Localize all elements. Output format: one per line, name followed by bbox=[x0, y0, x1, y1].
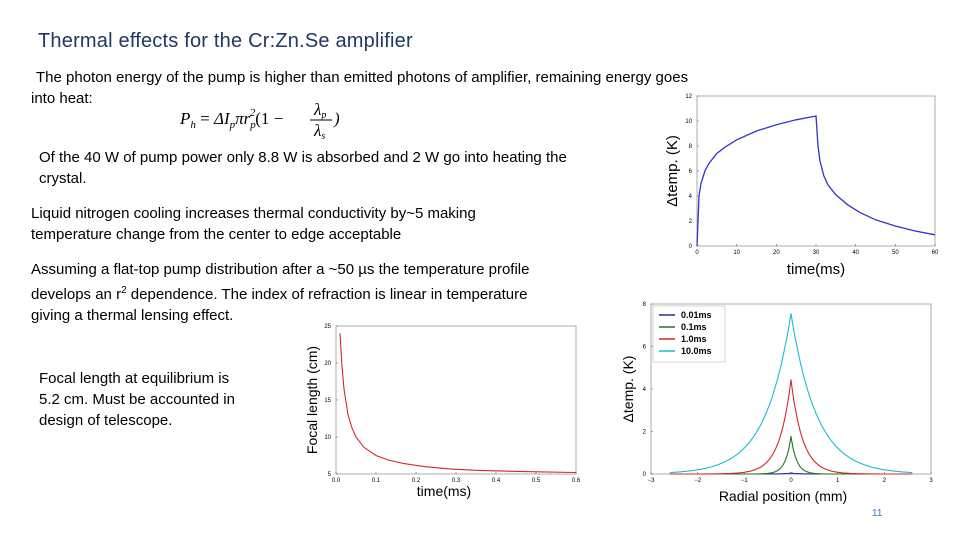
x-tick-label: 10 bbox=[733, 250, 740, 256]
profile-series-line bbox=[669, 313, 913, 474]
y-tick-label: 4 bbox=[689, 194, 693, 200]
heat-power-formula: Ph = ΔIpπrp2(1 − λp λs ) bbox=[179, 100, 340, 140]
x-tick-label: 0.0 bbox=[332, 478, 341, 484]
x-axis-label: Radial position (mm) bbox=[719, 488, 847, 504]
slide-title: Thermal effects for the Cr:Zn.Se amplifi… bbox=[38, 30, 413, 52]
temperature-time-chart: 0 10 20 30 40 50 60 0 2 4 6 8 10 12 time(ms) Δtemp. (K) bbox=[664, 94, 939, 278]
x-tick-label: 3 bbox=[929, 478, 933, 484]
paragraph-thermal-lens: Assuming a flat-top pump distribution af… bbox=[31, 259, 530, 326]
formula-numerator: λp bbox=[313, 100, 326, 121]
x-tick-label: 20 bbox=[773, 250, 780, 256]
y-tick-label: 2 bbox=[643, 430, 647, 436]
plot-frame bbox=[335, 325, 577, 475]
x-axis-label: time(ms) bbox=[787, 261, 845, 278]
x-tick-label: 50 bbox=[892, 250, 899, 256]
temperature-series-line bbox=[696, 115, 936, 247]
x-tick-label: −3 bbox=[648, 478, 656, 484]
x-tick-label: 0.3 bbox=[452, 478, 461, 484]
legend-label: 0.01ms bbox=[681, 310, 712, 320]
y-tick-label: 6 bbox=[643, 345, 647, 351]
paragraph-line: Assuming a flat-top pump distribution af… bbox=[31, 261, 530, 278]
y-tick-label: 0 bbox=[689, 244, 693, 250]
focal-length-chart: 0.0 0.1 0.2 0.3 0.4 0.5 0.6 5 10 15 20 25 time(ms) Fo… bbox=[304, 324, 581, 499]
y-tick-label: 6 bbox=[689, 169, 693, 175]
y-tick-label: 2 bbox=[689, 219, 693, 225]
formula-close-paren: ) bbox=[333, 109, 340, 128]
x-tick-label: 2 bbox=[883, 478, 887, 484]
x-tick-label: 0.4 bbox=[492, 478, 501, 484]
legend-label: 0.1ms bbox=[681, 322, 707, 332]
paragraph-focal-length: Focal length at equilibrium is 5.2 cm. M… bbox=[39, 368, 235, 431]
y-tick-label: 25 bbox=[324, 324, 331, 330]
paragraph-line: The photon energy of the pump is higher … bbox=[36, 69, 689, 86]
paragraph-line: develops an r2 dependence. The index of … bbox=[31, 280, 530, 305]
paragraph-line: design of telescope. bbox=[39, 412, 173, 429]
paragraph-line: giving a thermal lensing effect. bbox=[31, 307, 234, 324]
x-tick-label: 40 bbox=[852, 250, 859, 256]
legend-label: 1.0ms bbox=[681, 334, 707, 344]
paragraph-pump-power: Of the 40 W of pump power only 8.8 W is … bbox=[39, 147, 567, 189]
paragraph-line: Focal length at equilibrium is bbox=[39, 370, 230, 387]
paragraph-line: into heat: bbox=[31, 90, 93, 107]
x-tick-label: 1 bbox=[836, 478, 840, 484]
x-tick-label: 0 bbox=[789, 478, 793, 484]
x-axis-label: time(ms) bbox=[417, 483, 471, 499]
formula-lhs: Ph = ΔIpπrp2(1 − bbox=[179, 107, 283, 131]
x-tick-label: 0.1 bbox=[372, 478, 381, 484]
paragraph-line: Liquid nitrogen cooling increases therma… bbox=[31, 205, 476, 222]
paragraph-cooling: Liquid nitrogen cooling increases therma… bbox=[31, 203, 476, 245]
text-fragment: develops an r bbox=[31, 286, 122, 303]
y-tick-label: 4 bbox=[643, 387, 647, 393]
paragraph-line: 5.2 cm. Must be accounted in bbox=[39, 391, 235, 408]
paragraph-line: temperature change from the center to ed… bbox=[31, 226, 402, 243]
y-tick-label: 8 bbox=[689, 144, 693, 150]
x-tick-label: 0 bbox=[695, 250, 699, 256]
focal-length-series-line bbox=[339, 333, 577, 474]
y-tick-label: 15 bbox=[324, 398, 331, 404]
y-tick-label: 0 bbox=[643, 472, 647, 478]
x-tick-label: 60 bbox=[932, 250, 939, 256]
formula-denominator: λs bbox=[313, 121, 325, 140]
page-number: 11 bbox=[872, 508, 883, 519]
superscript: 2 bbox=[121, 285, 127, 296]
y-tick-label: 10 bbox=[324, 435, 331, 441]
y-tick-label: 12 bbox=[685, 94, 692, 100]
text-fragment: dependence. The index of refraction is l… bbox=[126, 286, 528, 303]
legend-label: 10.0ms bbox=[681, 346, 712, 356]
x-tick-label: 0.6 bbox=[572, 478, 581, 484]
profile-series-line bbox=[669, 379, 913, 475]
y-tick-label: 8 bbox=[643, 302, 647, 308]
y-axis-label: Δtemp. (K) bbox=[664, 135, 681, 207]
x-tick-label: −2 bbox=[694, 478, 702, 484]
y-axis-label: Δtemp. (K) bbox=[620, 356, 636, 423]
y-axis-label: Focal length (cm) bbox=[304, 346, 320, 454]
x-tick-label: −1 bbox=[741, 478, 749, 484]
y-tick-label: 10 bbox=[685, 119, 692, 125]
y-tick-label: 5 bbox=[328, 472, 332, 478]
x-tick-label: 0.2 bbox=[412, 478, 421, 484]
x-tick-label: 0.5 bbox=[532, 478, 541, 484]
paragraph-line: crystal. bbox=[39, 170, 87, 187]
x-tick-label: 30 bbox=[813, 250, 820, 256]
paragraph-line: Of the 40 W of pump power only 8.8 W is … bbox=[39, 149, 567, 166]
y-tick-label: 20 bbox=[324, 361, 331, 367]
paragraph-photon-energy: The photon energy of the pump is higher … bbox=[36, 67, 688, 88]
radial-profile-chart: −3 −2 −1 0 1 2 3 0 2 4 6 8 Radial position (mm) Δtemp… bbox=[620, 302, 933, 504]
